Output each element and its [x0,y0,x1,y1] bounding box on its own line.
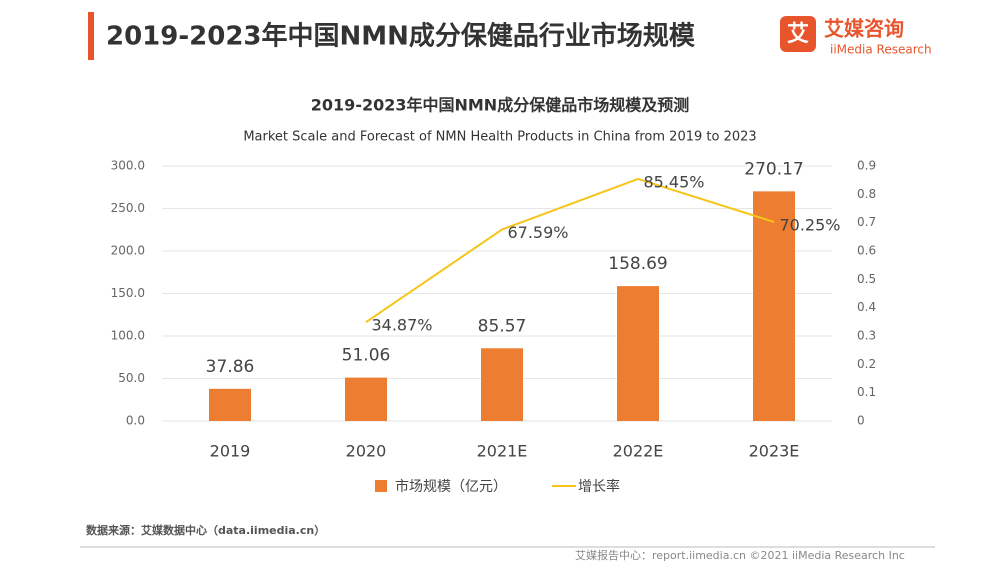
bar [753,191,795,421]
y2-tick-label: 0.3 [857,329,876,343]
logo-icon: 艾 [787,22,809,47]
y2-tick-label: 0.4 [857,300,876,314]
y-tick-label: 0.0 [126,414,145,428]
source-note: 数据来源：艾媒数据中心（data.iimedia.cn） [86,523,325,537]
legend-label: 增长率 [578,478,620,495]
y-tick-label: 300.0 [111,159,145,173]
y-tick-label: 50.0 [118,371,145,385]
y2-tick-label: 0.6 [857,244,876,258]
line-value-label: 34.87% [371,316,432,335]
bar [345,377,387,421]
y-tick-label: 100.0 [111,329,145,343]
bar-value-label: 158.69 [608,254,667,274]
x-tick-label: 2021E [477,442,528,461]
legend-label: 市场规模（亿元） [395,478,507,495]
footer-credit: 艾媒报告中心：report.iimedia.cn ©2021 iiMedia R… [575,548,905,562]
y-tick-label: 250.0 [111,201,145,215]
y2-tick-label: 0.7 [857,215,876,229]
line-value-label: 70.25% [779,215,840,234]
growth-line [365,177,775,324]
y2-tick-label: 0.2 [857,357,876,371]
bar-value-label: 51.06 [342,346,391,366]
chart-subtitle: Market Scale and Forecast of NMN Health … [243,130,756,145]
y-tick-label: 150.0 [111,286,145,300]
x-tick-label: 2019 [210,442,251,461]
y-tick-label: 200.0 [111,244,145,258]
y2-tick-label: 0.9 [857,159,876,173]
page-title: 2019-2023年中国NMN成分保健品行业市场规模 [106,21,696,52]
logo-english: iiMedia Research [830,43,932,57]
chart-title: 2019-2023年中国NMN成分保健品市场规模及预测 [311,96,689,115]
legend-swatch [375,480,387,492]
title-accent [88,12,94,60]
bar [481,348,523,421]
bar [617,286,659,421]
x-tick-label: 2023E [749,442,800,461]
line-value-label: 67.59% [507,223,568,242]
bar-value-label: 270.17 [744,159,803,179]
logo-icon-bg [780,16,816,52]
y2-tick-label: 0 [857,414,865,428]
y2-tick-label: 0.1 [857,385,876,399]
x-tick-label: 2022E [613,442,664,461]
bar-value-label: 85.57 [478,316,527,336]
y2-tick-label: 0.5 [857,272,876,286]
y2-tick-label: 0.8 [857,187,876,201]
line-value-label: 85.45% [643,172,704,191]
x-tick-label: 2020 [346,442,387,461]
logo-name: 艾媒咨询 [824,17,904,41]
bar [209,388,251,421]
bar-value-label: 37.86 [206,357,255,377]
